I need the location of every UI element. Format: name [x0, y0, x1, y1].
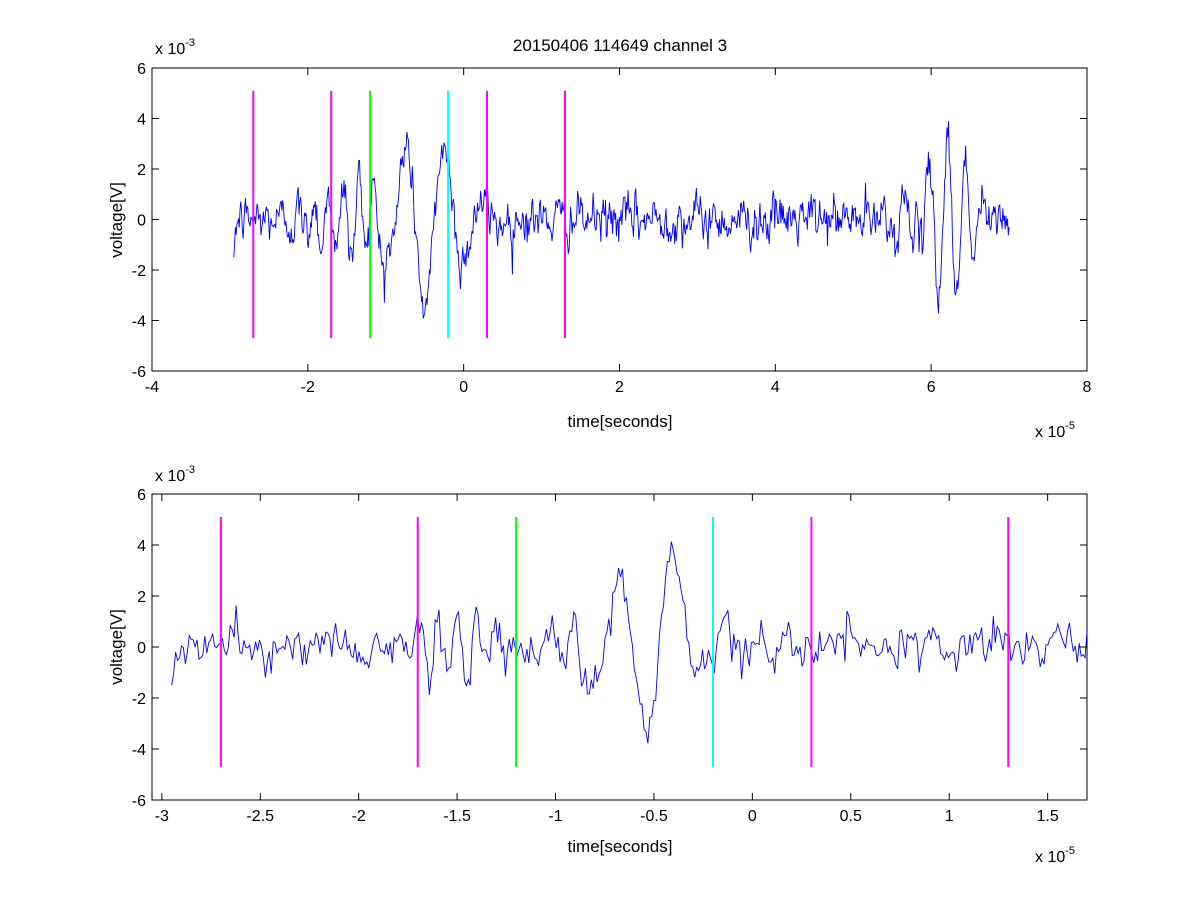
x-multiplier: x 10-5: [1035, 845, 1075, 866]
series-layer: [171, 541, 1088, 744]
y-multiplier-exp: -3: [185, 464, 195, 476]
x-tick-label: -0.5: [640, 808, 668, 825]
svg-text:x 10-3: x 10-3: [155, 37, 195, 58]
x-tick-label: -2.5: [246, 808, 274, 825]
y-tick-label: 4: [137, 112, 146, 129]
y-tick-label: -2: [132, 691, 146, 708]
x-axis-label: time[seconds]: [568, 837, 673, 856]
x-tick-label: 0: [459, 379, 468, 396]
y-axis-label: voltage[V]: [107, 182, 126, 258]
series-line: [171, 541, 1088, 744]
y-multiplier-base: x 10: [155, 41, 185, 58]
x-tick-label: 8: [1083, 379, 1092, 396]
x-tick-label: -1: [548, 808, 562, 825]
y-tick-label: 0: [137, 213, 146, 230]
x-multiplier-base: x 10: [1035, 424, 1065, 441]
subplot-top: 20150406 114649 channel 3 -4 -2 0 2 4 6 8 -6-4…: [107, 36, 1092, 441]
y-tick-label: -6: [132, 364, 146, 381]
y-tick-label: 4: [137, 538, 146, 555]
x-tick-label: -2: [301, 379, 315, 396]
y-tick-label: 6: [137, 487, 146, 504]
x-axis-ticks: -4 -2 0 2 4 6 8: [145, 68, 1092, 396]
y-tick-label: 6: [137, 61, 146, 78]
svg-text:x 10-5: x 10-5: [1035, 845, 1075, 866]
x-multiplier-base: x 10: [1035, 849, 1065, 866]
y-axis-ticks: -6 -4 -2 0 2 4 6: [132, 487, 1087, 810]
x-tick-label: 1: [945, 808, 954, 825]
x-tick-label: 6: [927, 379, 936, 396]
plot-area: [151, 493, 1088, 801]
y-multiplier: x 10-3: [155, 37, 195, 58]
series-layer: [233, 121, 1010, 319]
y-tick-label: 2: [137, 589, 146, 606]
x-tick-label: -3: [155, 808, 169, 825]
y-axis-ticks: -6 -4 -2 0 2 4 6: [132, 61, 1087, 381]
y-tick-label: -4: [132, 742, 146, 759]
svg-text:x 10-3: x 10-3: [155, 464, 195, 485]
x-multiplier-exp: -5: [1065, 420, 1075, 432]
x-axis-ticks: -3 -2.5 -2 -1.5 -1 -0.5 0 0.5 1 1.5: [155, 494, 1059, 825]
x-tick-label: 4: [771, 379, 780, 396]
subplot-bottom: -3 -2.5 -2 -1.5 -1 -0.5 0 0.5 1 1.5 -6 -4 -2 0 2 4 6 ti…: [107, 464, 1088, 866]
marker-layer: [252, 90, 566, 339]
series-line: [233, 121, 1010, 319]
x-tick-label: 2: [615, 379, 624, 396]
chart-title: 20150406 114649 channel 3: [513, 36, 727, 55]
y-tick-label: 2: [137, 162, 146, 179]
y-multiplier-base: x 10: [155, 468, 185, 485]
y-tick-label: -2: [132, 263, 146, 280]
x-tick-label: -2: [352, 808, 366, 825]
y-axis-label: voltage[V]: [107, 609, 126, 685]
marker-layer: [219, 516, 1010, 767]
y-multiplier: x 10-3: [155, 464, 195, 485]
y-tick-label: -6: [132, 793, 146, 810]
x-tick-label: -4: [145, 379, 159, 396]
y-tick-label: -4: [132, 314, 146, 331]
x-axis-label: time[seconds]: [568, 412, 673, 431]
x-multiplier: x 10-5: [1035, 420, 1075, 441]
y-tick-label: 0: [137, 640, 146, 657]
x-tick-label: 1.5: [1037, 808, 1059, 825]
x-multiplier-exp: -5: [1065, 845, 1075, 857]
x-tick-label: 0.5: [840, 808, 862, 825]
x-tick-label: 0: [748, 808, 757, 825]
svg-text:x 10-5: x 10-5: [1035, 420, 1075, 441]
x-tick-label: -1.5: [443, 808, 471, 825]
y-multiplier-exp: -3: [185, 37, 195, 49]
